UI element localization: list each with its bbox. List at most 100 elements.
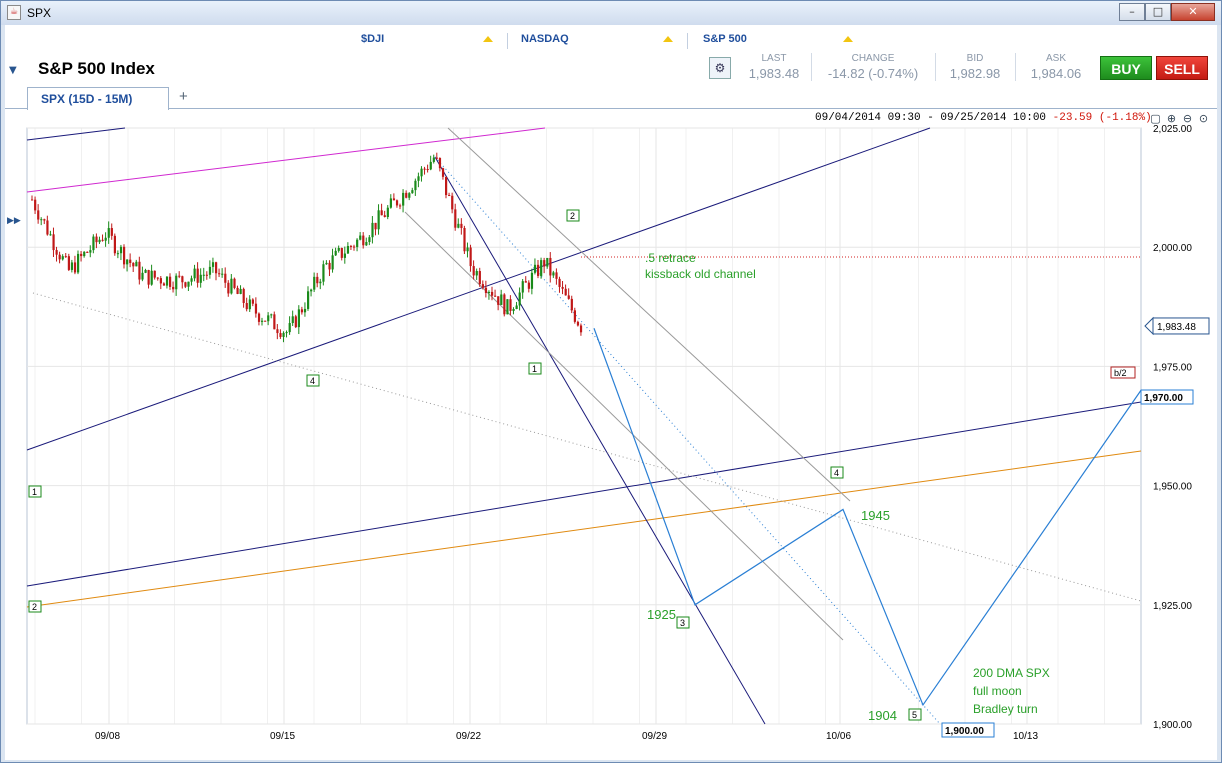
x-tick-label: 09/22 xyxy=(456,731,481,742)
price-candle xyxy=(346,246,350,254)
projection-label: 1925 xyxy=(647,607,676,622)
y-tick-label: 1,900.00 xyxy=(1153,720,1192,731)
price-candle xyxy=(233,278,236,288)
price-candle xyxy=(227,282,230,294)
expand-panel-icon[interactable]: ▶▶ xyxy=(7,216,21,226)
price-box-label: 1,970.00 xyxy=(1144,393,1183,404)
price-candle xyxy=(285,332,288,334)
zoom-reset-icon[interactable]: ⊙ xyxy=(1198,112,1209,125)
price-candle xyxy=(503,294,506,315)
price-candle xyxy=(83,251,86,257)
trend-line xyxy=(404,211,844,641)
title-bar[interactable]: ☕ SPX – □ ✕ xyxy=(1,1,1221,25)
price-candle xyxy=(408,193,411,198)
collapse-arrow-icon[interactable]: ▼ xyxy=(9,65,17,76)
price-candle xyxy=(402,192,405,206)
price-candle xyxy=(153,270,156,278)
price-candle xyxy=(276,329,279,334)
price-candle xyxy=(242,288,245,303)
price-chart[interactable]: 2,025.00 2,000.00 1,975.00 1,950.00 1,925.00… xyxy=(5,110,1217,760)
price-candle xyxy=(540,260,543,276)
price-candle xyxy=(561,286,564,289)
maximize-button[interactable]: □ xyxy=(1145,3,1171,21)
price-candle xyxy=(34,199,37,211)
ticker-dji[interactable]: $DJI xyxy=(361,33,385,45)
price-candle xyxy=(300,309,304,313)
minimize-button[interactable]: – xyxy=(1119,3,1145,21)
ticker-sp500[interactable]: S&P 500 xyxy=(703,33,747,45)
price-candle xyxy=(135,261,138,267)
price-candle xyxy=(307,291,310,309)
price-candle xyxy=(530,272,534,289)
last-label: LAST xyxy=(761,53,787,64)
x-tick-label: 09/08 xyxy=(95,731,120,742)
x-tick-label: 10/06 xyxy=(826,731,851,742)
price-candle xyxy=(215,262,218,274)
price-candle xyxy=(73,262,77,273)
price-candle xyxy=(61,256,64,260)
buy-button[interactable]: BUY xyxy=(1100,56,1152,80)
wave-marker: b/2 xyxy=(1110,366,1136,379)
add-tab-button[interactable]: + xyxy=(179,88,188,105)
change-label: CHANGE xyxy=(851,53,895,64)
price-candle xyxy=(37,210,40,220)
price-candle xyxy=(435,157,438,159)
price-candle xyxy=(248,299,251,310)
price-candle xyxy=(101,239,104,241)
main-content: $DJI NASDAQ S&P 500 ▼ S&P 500 Index ⚙ LA… xyxy=(5,25,1217,760)
price-candle xyxy=(297,309,300,328)
price-candle xyxy=(279,333,282,337)
zoom-controls: ▢ ⊕ ⊖ ⊙ xyxy=(1149,112,1210,125)
price-candle xyxy=(64,256,67,258)
wave-marker-label: 3 xyxy=(680,618,685,628)
wave-marker: 1 xyxy=(528,362,542,375)
ticker-nasdaq[interactable]: NASDAQ xyxy=(521,33,569,45)
fit-icon[interactable]: ▢ xyxy=(1150,112,1161,125)
annotation-text: 200 DMA SPX xyxy=(973,666,1050,680)
price-candle xyxy=(549,257,552,276)
price-candle xyxy=(533,264,537,273)
price-candle xyxy=(291,316,294,324)
x-tick-label: 09/29 xyxy=(642,731,667,742)
price-candle xyxy=(469,247,472,267)
price-candle xyxy=(116,253,120,255)
plot-area xyxy=(26,127,1142,725)
price-candle xyxy=(245,302,248,310)
quote-settings-icon[interactable]: ⚙ xyxy=(709,57,731,79)
price-candle xyxy=(58,254,61,260)
price-candle xyxy=(484,287,488,293)
price-candle xyxy=(494,295,497,297)
price-candle xyxy=(537,264,540,276)
annotation-text: kissback old channel xyxy=(645,267,756,281)
price-candle xyxy=(426,169,429,171)
price-candle xyxy=(460,223,463,228)
tab-spx[interactable]: SPX (15D - 15M) xyxy=(27,87,169,110)
zoom-in-icon[interactable]: ⊕ xyxy=(1166,112,1177,125)
price-candle xyxy=(500,294,503,305)
price-candle xyxy=(156,277,159,279)
price-candle xyxy=(251,299,254,304)
wave-marker: 1 xyxy=(28,485,42,498)
price-candle xyxy=(328,262,331,270)
price-candle xyxy=(475,271,478,276)
zoom-out-icon[interactable]: ⊖ xyxy=(1182,112,1193,125)
price-candle xyxy=(95,236,98,243)
price-candle xyxy=(169,276,172,287)
wave-marker-label: 2 xyxy=(32,602,37,612)
last-price-box xyxy=(1152,317,1210,335)
price-candle xyxy=(89,250,92,253)
price-box-label: 1,900.00 xyxy=(945,726,984,737)
chart-area[interactable]: ▶▶ 09/04/2014 09:30 - 09/25/2014 10:00 -… xyxy=(5,110,1217,760)
wave-marker-label: 4 xyxy=(834,468,839,478)
price-candle xyxy=(208,266,212,275)
price-candle xyxy=(113,235,116,254)
wave-marker: 2 xyxy=(566,209,580,222)
sell-button[interactable]: SELL xyxy=(1156,56,1208,80)
trend-line xyxy=(434,156,766,725)
close-button[interactable]: ✕ xyxy=(1171,3,1215,21)
price-candle xyxy=(399,205,402,207)
price-candle xyxy=(414,180,417,191)
price-candle xyxy=(46,220,49,235)
price-candle xyxy=(481,284,484,288)
change-column: CHANGE -14.82 (-0.74%) xyxy=(815,53,931,81)
